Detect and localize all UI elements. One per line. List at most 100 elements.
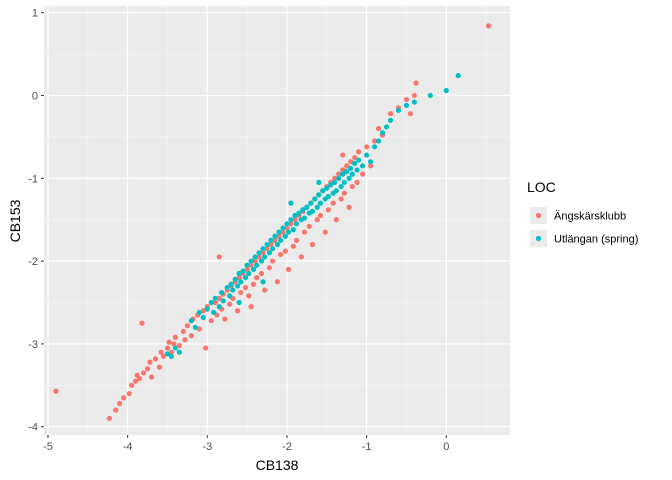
legend-label: Ängskärsklubb [554, 211, 626, 223]
data-point [204, 306, 210, 312]
y-tick-label: -4 [28, 422, 38, 434]
y-tick-label: 0 [32, 90, 38, 102]
data-point [164, 345, 171, 351]
y-axis: -4 -3 -2 -1 0 1 [28, 8, 44, 434]
data-point [158, 349, 164, 355]
data-point [348, 165, 354, 171]
data-point [344, 163, 350, 169]
data-point [246, 293, 252, 299]
data-point [332, 175, 338, 181]
data-point [301, 229, 308, 235]
data-point [288, 200, 294, 206]
data-point [282, 233, 288, 239]
data-point [270, 258, 276, 264]
data-point [192, 324, 198, 330]
data-point [304, 204, 310, 210]
data-point [171, 341, 177, 347]
data-point [395, 107, 402, 113]
data-point [258, 270, 265, 277]
data-point [258, 258, 265, 264]
data-point [216, 304, 222, 310]
data-point [276, 229, 282, 235]
data-point [403, 102, 410, 108]
data-point [285, 229, 292, 235]
data-point [140, 370, 147, 376]
data-point [268, 241, 274, 248]
data-point [203, 345, 209, 351]
data-point [316, 179, 322, 186]
data-point [280, 229, 286, 235]
data-point [113, 407, 119, 413]
data-point [340, 171, 346, 177]
data-point [276, 233, 282, 239]
data-point [309, 208, 316, 214]
data-point [290, 243, 296, 249]
data-point [164, 351, 171, 357]
data-point [332, 179, 338, 186]
data-point [136, 376, 143, 382]
data-point [224, 284, 230, 291]
data-point [292, 217, 298, 223]
data-point [264, 246, 270, 252]
data-point [227, 301, 233, 307]
data-point [387, 117, 394, 123]
data-point [180, 328, 187, 335]
data-point [306, 223, 312, 229]
x-tick-label: 0 [443, 441, 449, 453]
data-point [200, 308, 206, 314]
data-point [330, 200, 336, 206]
data-point [262, 254, 268, 260]
data-point [266, 265, 273, 271]
data-point [230, 287, 236, 293]
data-point [344, 169, 350, 175]
data-point [176, 349, 183, 355]
data-point [407, 111, 414, 117]
data-point [309, 241, 316, 248]
data-point [272, 237, 278, 243]
data-point [364, 144, 370, 150]
data-point [328, 182, 334, 188]
data-point [200, 314, 206, 320]
data-point [236, 299, 242, 306]
data-point [227, 293, 233, 299]
data-point [160, 353, 167, 359]
data-point [293, 221, 300, 227]
data-point [129, 382, 135, 388]
data-point [338, 196, 344, 202]
data-point [296, 210, 302, 216]
data-point [260, 279, 266, 285]
y-tick-label: -3 [28, 339, 38, 351]
data-point [236, 275, 242, 281]
data-point [316, 192, 322, 198]
data-point [360, 171, 366, 177]
data-point [211, 309, 217, 316]
data-point [133, 378, 139, 384]
data-point [172, 334, 179, 340]
data-point [264, 241, 270, 248]
y-tick-label: 1 [32, 8, 38, 20]
data-point [346, 175, 352, 181]
data-point [212, 295, 218, 301]
data-point [139, 320, 145, 326]
data-point [356, 149, 362, 155]
data-point [349, 171, 355, 177]
data-point [250, 281, 257, 287]
data-point [256, 250, 262, 256]
data-point [238, 289, 244, 296]
data-point [288, 217, 294, 223]
data-point [252, 254, 258, 260]
data-point [147, 359, 153, 365]
data-point [284, 221, 290, 227]
data-point [346, 204, 352, 210]
data-point [252, 258, 258, 264]
y-tick-label: -2 [28, 256, 38, 268]
data-point [188, 318, 194, 324]
data-point [371, 144, 378, 150]
data-point [196, 309, 202, 316]
data-point [53, 388, 59, 394]
data-point [234, 308, 241, 314]
data-point [144, 366, 151, 372]
data-point [260, 246, 266, 252]
data-point [242, 275, 249, 281]
